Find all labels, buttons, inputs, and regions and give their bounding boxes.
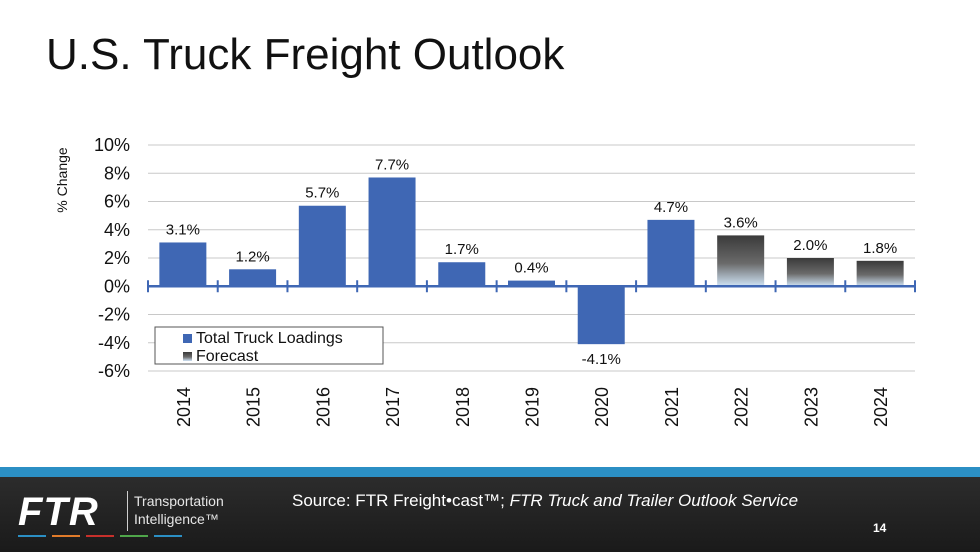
legend-swatch-loadings — [183, 334, 192, 343]
legend-swatch-forecast — [183, 352, 192, 361]
logo-color-bars — [18, 535, 188, 537]
data-label: 3.1% — [166, 221, 200, 238]
data-label: -4.1% — [582, 351, 621, 368]
data-label: 0.4% — [514, 260, 548, 277]
legend-box — [154, 326, 384, 365]
logo-bar-1 — [52, 535, 80, 537]
loadings-bar — [159, 242, 207, 287]
forecast-bar — [856, 260, 904, 287]
ftr-logo: FTR — [18, 490, 99, 534]
logo-bar-2 — [86, 535, 114, 537]
y-tick-label: -6% — [98, 361, 130, 381]
legend-label-loadings: Total Truck Loadings — [196, 330, 343, 347]
x-category-label: 2016 — [313, 387, 333, 427]
loadings-bar — [577, 286, 625, 345]
y-tick-label: -4% — [98, 333, 130, 353]
data-label: 1.7% — [445, 241, 479, 258]
x-category-label: 2015 — [244, 387, 264, 427]
loadings-bar — [229, 269, 277, 287]
footer-bar: FTR Transportation Intelligence™ Source:… — [0, 477, 980, 552]
data-label: 1.8% — [863, 240, 897, 257]
logo-tagline-line1: Transportation — [134, 493, 224, 509]
x-category-label: 2019 — [523, 387, 543, 427]
loadings-bar — [368, 177, 416, 287]
legend-label-forecast: Forecast — [196, 348, 259, 365]
footer-stripe — [0, 467, 980, 477]
y-axis-label: % Change — [54, 147, 70, 213]
loadings-bar — [647, 219, 695, 287]
loadings-bar — [508, 280, 555, 287]
logo-bar-4 — [154, 535, 182, 537]
source-citation: Source: FTR Freight•cast™; FTR Truck and… — [292, 491, 798, 511]
loadings-bar — [438, 262, 486, 287]
forecast-bar — [786, 258, 834, 287]
source-service: FTR Truck and Trailer Outlook Service — [509, 491, 799, 510]
y-tick-label: 10% — [94, 135, 130, 155]
logo-tagline-line2: Intelligence™ — [134, 511, 219, 527]
y-tick-label: 6% — [104, 192, 130, 212]
data-label: 2.0% — [793, 237, 827, 254]
y-tick-label: 0% — [104, 276, 130, 296]
source-prefix: Source: FTR Freight•cast™; — [292, 491, 510, 510]
data-label: 7.7% — [375, 156, 409, 173]
logo-divider — [127, 491, 128, 531]
slide-title: U.S. Truck Freight Outlook — [46, 30, 565, 79]
x-category-label: 2023 — [801, 387, 821, 427]
forecast-bar — [717, 235, 765, 287]
x-category-label: 2021 — [662, 387, 682, 427]
logo-bar-3 — [120, 535, 148, 537]
data-label: 3.6% — [724, 214, 758, 231]
x-category-label: 2017 — [383, 387, 403, 427]
data-label: 1.2% — [235, 248, 269, 265]
page-number: 14 — [873, 521, 887, 535]
loadings-bar — [298, 205, 346, 287]
y-tick-label: 8% — [104, 163, 130, 183]
y-tick-label: -2% — [98, 305, 130, 325]
logo-bar-0 — [18, 535, 46, 537]
data-label: 5.7% — [305, 185, 339, 202]
x-category-label: 2022 — [732, 387, 752, 427]
bar-chart: 10% 8% 6% 4% 2% 0% -2% -4% -6% % Change 3.1% 2014 1.… — [54, 135, 916, 427]
y-tick-label: 4% — [104, 220, 130, 240]
x-category-label: 2020 — [592, 387, 612, 427]
x-category-label: 2018 — [453, 387, 473, 427]
y-tick-label: 2% — [104, 248, 130, 268]
x-category-label: 2024 — [871, 387, 891, 427]
x-category-label: 2014 — [174, 387, 194, 427]
data-label: 4.7% — [654, 199, 688, 216]
